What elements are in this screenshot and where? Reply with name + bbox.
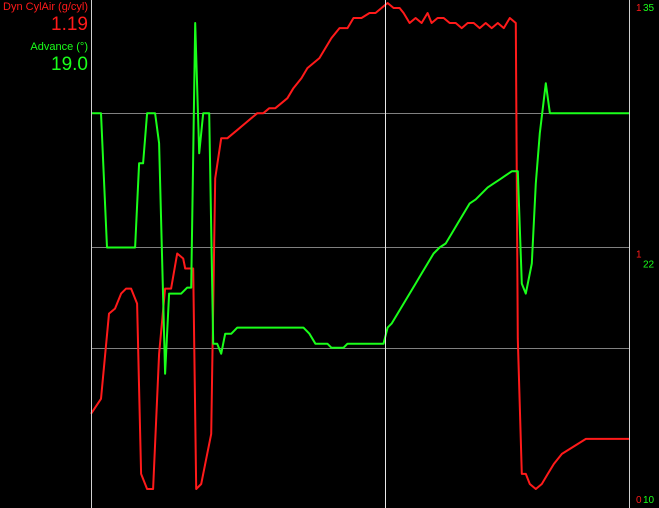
gridlines: [91, 113, 629, 349]
series-line-advance: [91, 22, 629, 375]
plot-border: [91, 0, 630, 508]
series-line-cylinder-air: [90, 2, 629, 490]
legend-entry-advance: Advance (°) 19.0: [0, 41, 88, 75]
legend-label-cylinder-air: Dyn CylAir (g/cyl): [3, 1, 88, 13]
left-axis-tick-label: 0: [636, 495, 642, 506]
right-axis-tick-label: 10: [643, 495, 655, 506]
left-axis-tick-label: 1: [636, 250, 642, 261]
legend-value-cylinder-air: 1.19: [51, 14, 88, 35]
legend-label-advance: Advance (°): [30, 41, 88, 53]
series-lines: [90, 2, 629, 490]
right-axis-tick-label: 35: [643, 3, 655, 14]
legend: Dyn CylAir (g/cyl) 1.19 Advance (°) 19.0: [0, 0, 90, 90]
legend-value-advance: 19.0: [51, 54, 88, 75]
legend-entry-cylinder-air: Dyn CylAir (g/cyl) 1.19: [0, 1, 88, 35]
right-axis-tick-label: 22: [643, 260, 655, 271]
left-axis-tick-label: 1: [636, 3, 642, 14]
